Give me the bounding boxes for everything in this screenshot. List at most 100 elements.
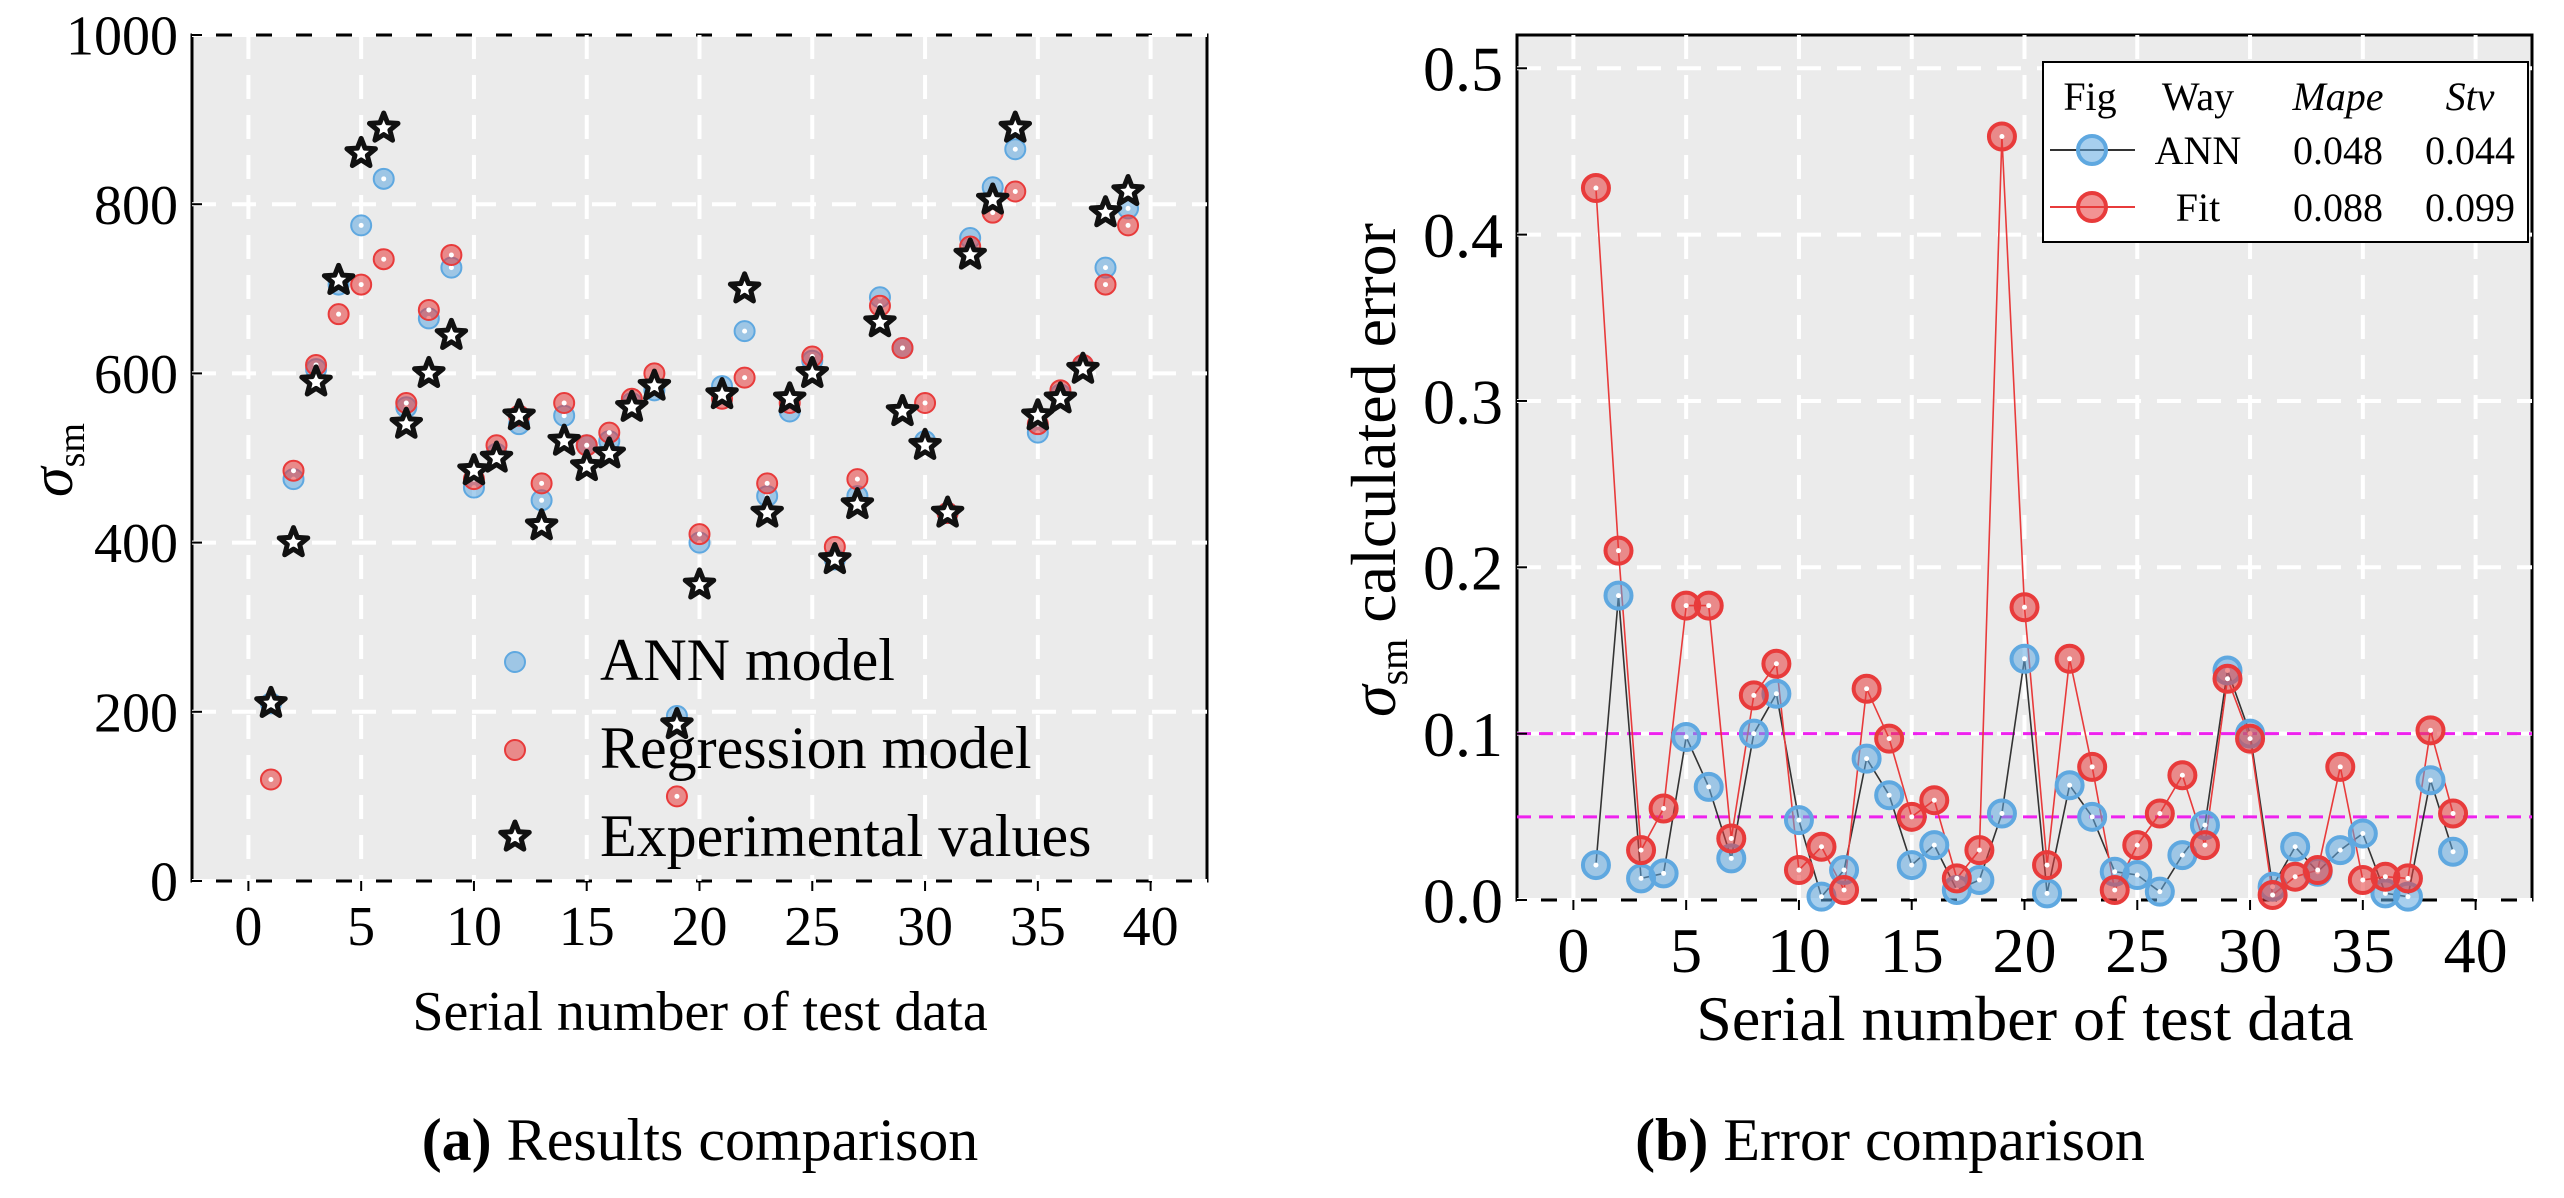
point-center <box>2225 676 2230 682</box>
experimental-point <box>1088 195 1123 228</box>
point-center <box>674 793 680 799</box>
point-center <box>1638 875 1644 881</box>
experimental-point <box>885 393 920 427</box>
point-center <box>2428 727 2433 733</box>
experimental-point <box>637 368 672 401</box>
y-tick-label: 0.4 <box>1423 200 1503 271</box>
x-tick-label: 20 <box>672 896 728 958</box>
point-center <box>2157 811 2163 816</box>
point-center <box>1931 842 1937 848</box>
experimental-point <box>615 389 649 422</box>
point-center <box>2315 867 2321 873</box>
point-center <box>336 311 342 317</box>
experimental-point <box>908 427 942 460</box>
panel-a-results-comparison: 0 5 10 15 20 25 30 35 40 0 200 400 600 800 1000 ANN m… <box>19 6 1209 1173</box>
point-center <box>1931 797 1937 803</box>
x-tick-label: 35 <box>1010 896 1066 958</box>
experimental-point <box>1043 381 1078 414</box>
point-center <box>2450 811 2456 816</box>
point-center <box>1976 877 1982 883</box>
experimental-point <box>592 436 627 469</box>
point-center <box>764 480 770 486</box>
point-center <box>1819 844 1824 850</box>
point-center <box>1661 870 1667 876</box>
point-center <box>697 531 702 537</box>
point-center <box>381 176 387 182</box>
experimental-point <box>412 355 446 389</box>
legend-header-way: Way <box>2162 74 2234 119</box>
point-center <box>1728 855 1734 861</box>
panel-b-caption: (b) Error comparison <box>1635 1107 2145 1173</box>
point-center <box>1796 867 1802 873</box>
point-center <box>1751 692 1757 698</box>
point-center <box>1909 814 1915 820</box>
point-center <box>2360 830 2366 836</box>
point-center <box>1954 875 1960 881</box>
point-center <box>2360 877 2366 883</box>
point-center <box>742 375 748 381</box>
legend-header-fig: Fig <box>2063 74 2116 119</box>
experimental-point <box>795 355 830 389</box>
legend-header-mape: Mape <box>2291 74 2383 119</box>
point-center <box>2337 847 2343 853</box>
x-tick-label: 25 <box>784 896 840 958</box>
panel-a-x-ticks: 0 5 10 15 20 25 30 35 40 <box>234 881 1179 958</box>
point-center <box>1909 862 1915 868</box>
experimental-point <box>479 440 514 473</box>
x-tick-label: 40 <box>2444 915 2508 986</box>
point-center <box>1773 691 1779 697</box>
experimental-point <box>750 495 784 528</box>
panel-b-y-axis-label: σsm calculated error <box>1338 223 1416 717</box>
experimental-point <box>840 487 875 520</box>
panel-a-caption: (a) Results comparison <box>422 1107 979 1173</box>
y-tick-label: 0 <box>150 852 178 914</box>
legend-ann-way: ANN <box>2155 128 2242 173</box>
experimental-point <box>772 381 807 414</box>
x-tick-label: 40 <box>1123 896 1179 958</box>
point-center <box>1841 887 1847 893</box>
x-tick-label: 15 <box>1880 915 1944 986</box>
experimental-point <box>953 237 987 270</box>
point-center <box>900 345 905 351</box>
experimental-point <box>389 406 424 439</box>
experimental-point <box>930 495 965 528</box>
legend-ann-mape: 0.048 <box>2293 128 2383 173</box>
point-center <box>2405 875 2411 881</box>
experimental-point <box>276 525 311 558</box>
experimental-point <box>660 706 694 740</box>
point-center <box>2022 604 2027 610</box>
point-center <box>1125 205 1131 211</box>
legend-regression-label: Regression model <box>600 715 1032 781</box>
experimental-point <box>1111 174 1145 207</box>
point-center <box>2134 872 2140 878</box>
point-center <box>2112 887 2118 893</box>
point-center <box>2382 874 2388 880</box>
point-center <box>2089 764 2095 770</box>
x-tick-label: 35 <box>2331 915 2395 986</box>
point-center <box>2292 874 2298 880</box>
point-center <box>1103 265 1108 271</box>
point-center <box>2202 822 2208 828</box>
point-center <box>606 430 612 436</box>
panel-b-data-marks <box>1580 121 2469 912</box>
experimental-point <box>1021 398 1055 431</box>
point-center <box>922 400 928 406</box>
point-center <box>1728 835 1734 841</box>
point-center <box>1999 133 2005 139</box>
legend-fit-way: Fit <box>2176 185 2220 230</box>
point-center <box>1125 222 1131 228</box>
panel-b-y-ticks: 0.0 0.1 0.2 0.3 0.4 0.5 <box>1423 34 1527 936</box>
experimental-point <box>975 182 1010 215</box>
point-center <box>1796 817 1802 823</box>
point-center <box>2405 894 2411 900</box>
point-center <box>1661 806 1667 812</box>
panel-b-reference-lines <box>1517 732 2532 819</box>
y-tick-label: 200 <box>94 682 178 744</box>
x-tick-label: 15 <box>559 896 615 958</box>
point-center <box>2022 656 2027 662</box>
point-center <box>2337 764 2343 770</box>
point-center <box>2112 869 2118 875</box>
experimental-point <box>321 262 356 295</box>
point-center <box>2067 782 2073 788</box>
